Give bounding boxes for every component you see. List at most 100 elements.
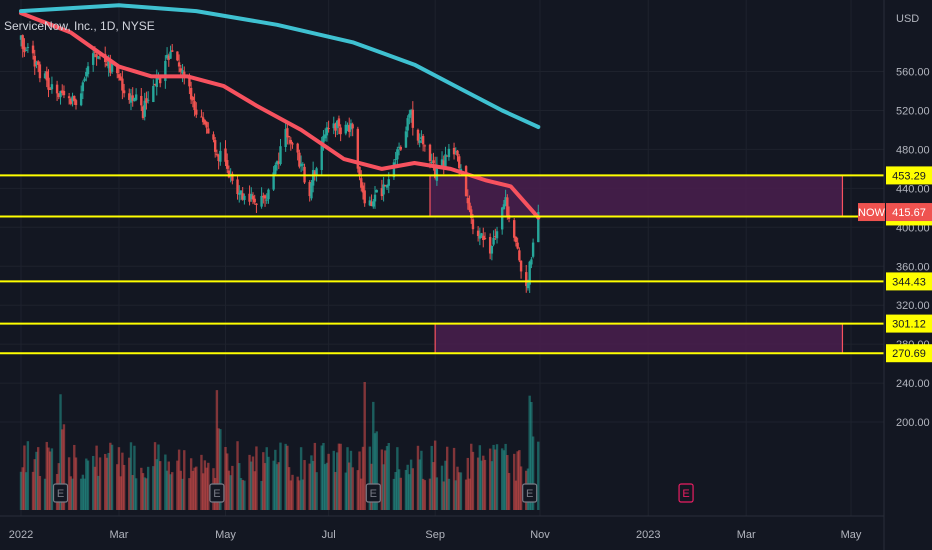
volume-bar [117, 447, 121, 510]
candle-body [516, 242, 519, 249]
volume-bar [49, 451, 52, 510]
candle-body [394, 159, 397, 161]
volume-bar [61, 429, 64, 510]
volume-bar [478, 445, 482, 510]
candle-body [313, 171, 317, 176]
candle-body [468, 202, 471, 211]
volume-bar [50, 448, 54, 510]
candle-body [79, 93, 83, 106]
candle-body [61, 90, 64, 93]
candle-body [71, 96, 74, 102]
candle-body [134, 94, 138, 100]
volume-bar [131, 475, 134, 510]
volume-bar [251, 456, 255, 510]
earnings-marker[interactable] [52, 483, 69, 503]
volume-bar [430, 445, 433, 510]
volume-bar [38, 475, 42, 510]
volume-bar [262, 452, 265, 510]
symbol-label: NOW [858, 207, 886, 219]
candle-body [67, 96, 71, 99]
candle-body [480, 233, 483, 237]
volume-bar [483, 459, 487, 510]
volume-bar [313, 442, 317, 510]
volume-bar [502, 450, 506, 510]
volume-bar [513, 453, 516, 510]
earnings-marker[interactable] [209, 483, 225, 503]
candle-body [73, 95, 76, 101]
volume-bar [387, 442, 390, 510]
volume-bar [327, 453, 330, 510]
candle-body [351, 124, 354, 129]
volume-bar [73, 444, 76, 510]
volume-bar [531, 436, 535, 510]
candle-body [107, 60, 110, 69]
candle-body [122, 90, 126, 94]
volume-bar [83, 478, 86, 510]
candle-body [50, 84, 54, 90]
volume-bar [85, 458, 88, 510]
candle-body [253, 198, 256, 203]
candle-body [447, 148, 451, 158]
volume-bar [298, 480, 301, 510]
earnings-marker[interactable] [522, 483, 538, 503]
candle-body [267, 189, 270, 200]
candle-body [537, 212, 540, 243]
time-axis[interactable]: 2022 Mar May Jul Sep Nov 2023 Mar May [9, 529, 862, 541]
volume-bar [464, 479, 468, 510]
candle-body [179, 68, 183, 72]
volume-bar [476, 457, 480, 510]
candle-body [325, 127, 329, 136]
volume-bar [303, 460, 306, 510]
volume-bar [203, 460, 207, 510]
volume-bar [121, 452, 124, 510]
candle-body [339, 127, 342, 135]
volume-bar [468, 478, 471, 510]
earnings-marker[interactable] [365, 483, 381, 503]
volume-bar [372, 401, 375, 510]
candle-body [93, 51, 97, 53]
y-tick-label: 200.00 [896, 417, 930, 429]
candle-body [47, 77, 50, 90]
x-tick-label: Nov [530, 529, 550, 541]
volume-bar [399, 477, 402, 510]
volume-bar [43, 478, 47, 510]
earnings-marker[interactable] [678, 483, 694, 503]
volume-bar [183, 450, 186, 510]
volume-bar [397, 469, 401, 510]
volume-bar [179, 470, 183, 510]
horizontal-levels[interactable] [0, 174, 884, 355]
volume-bar [79, 478, 83, 510]
candle-body [296, 143, 299, 153]
candle-body [131, 95, 134, 101]
volume-bar [227, 470, 231, 510]
candle-body [411, 109, 415, 128]
volume-bar [164, 454, 167, 510]
candle-body [478, 235, 482, 239]
volume-bar [239, 478, 243, 510]
candle-body [482, 235, 485, 241]
candle-body [231, 173, 234, 181]
volume-bar [336, 452, 339, 510]
y-tick-label: 560.00 [896, 67, 930, 79]
volume-bar [428, 478, 432, 510]
candle-body [423, 145, 427, 147]
volume-bar [62, 424, 66, 510]
candle-body [35, 62, 38, 65]
candle-body [95, 54, 98, 58]
candle-body [241, 193, 244, 200]
volume-bar [495, 444, 499, 510]
volume-bar [311, 460, 315, 510]
candle-body [526, 283, 530, 289]
volume-bar [67, 457, 71, 510]
candle-body [31, 45, 35, 54]
volume-bar [334, 471, 337, 510]
candle-body [440, 159, 444, 167]
volume-bar [238, 463, 241, 510]
volume-bar [433, 440, 437, 510]
volume-bar [339, 443, 342, 510]
volume-bar [396, 447, 399, 510]
earnings-marker-label: E [682, 488, 689, 500]
volume-bar [229, 475, 232, 510]
